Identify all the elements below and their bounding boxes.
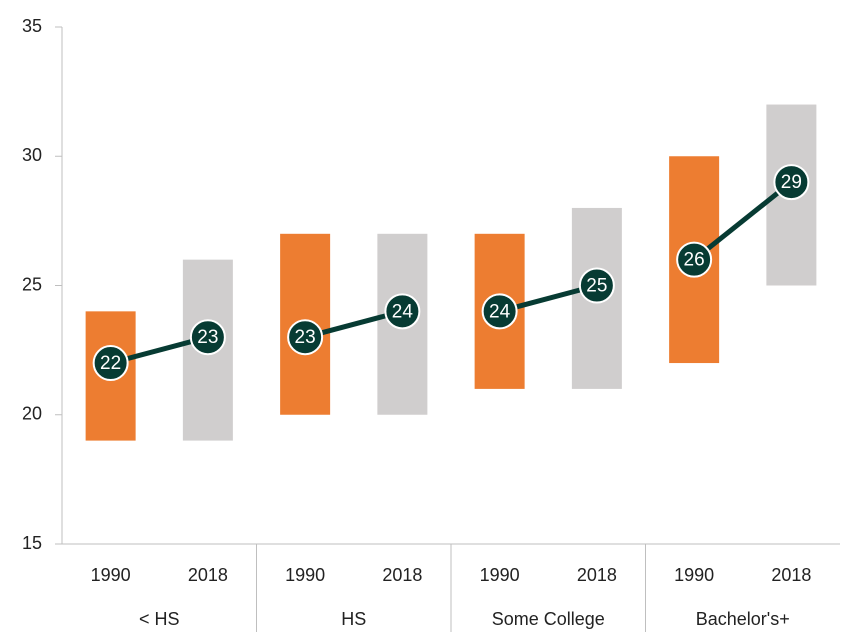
median-label: 24: [489, 301, 511, 322]
median-label: 23: [197, 327, 218, 348]
x-tick-label: 2018: [577, 565, 617, 585]
group-label: Bachelor's+: [696, 609, 790, 629]
x-tick-label: 1990: [285, 565, 325, 585]
y-tick-label: 30: [22, 145, 42, 165]
x-tick-label: 2018: [771, 565, 811, 585]
median-marker: [481, 293, 518, 330]
y-tick-label: 35: [22, 16, 42, 36]
median-marker: [92, 345, 129, 382]
median-line: [692, 180, 793, 262]
median-label: 25: [586, 276, 607, 297]
x-tick-label: 2018: [188, 565, 228, 585]
median-marker: [773, 164, 810, 201]
median-marker: [676, 241, 713, 278]
x-tick-label: 1990: [91, 565, 131, 585]
x-tick-label: 2018: [382, 565, 422, 585]
median-marker: [578, 267, 615, 304]
median-marker: [287, 319, 324, 356]
y-tick-label: 15: [22, 533, 42, 553]
y-tick-label: 20: [22, 404, 42, 424]
group-label: Some College: [492, 609, 605, 629]
median-label: 23: [295, 327, 316, 348]
median-label: 26: [684, 250, 705, 271]
median-marker: [189, 319, 226, 356]
y-tick-label: 25: [22, 274, 42, 294]
group-label: < HS: [139, 609, 180, 629]
x-tick-label: 1990: [674, 565, 714, 585]
median-label: 29: [781, 172, 802, 193]
median-label: 22: [100, 353, 121, 374]
x-tick-label: 1990: [480, 565, 520, 585]
median-marker: [384, 293, 421, 330]
group-label: HS: [341, 609, 366, 629]
median-label: 24: [392, 301, 414, 322]
